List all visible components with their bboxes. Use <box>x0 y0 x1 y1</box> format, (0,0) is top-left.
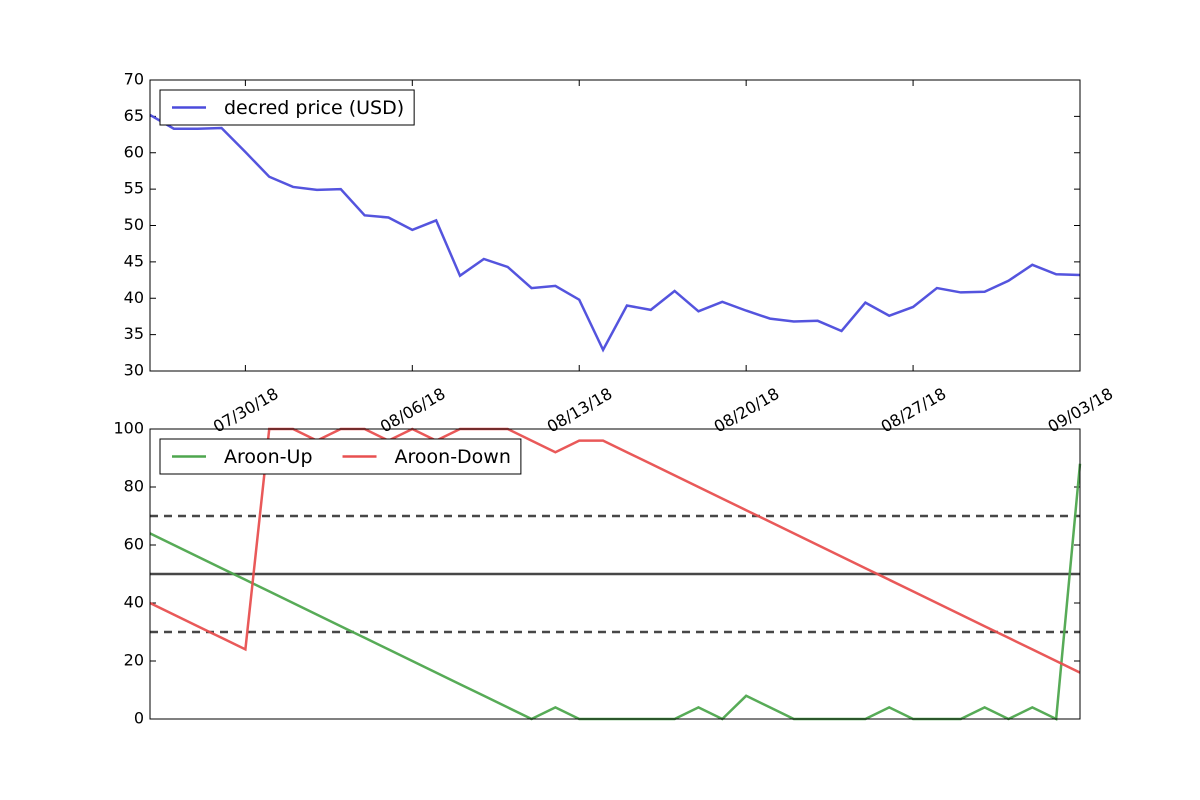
y-tick-label: 40 <box>124 593 144 612</box>
y-tick-label: 50 <box>124 215 144 234</box>
y-tick-label: 70 <box>124 70 144 89</box>
legend-label: decred price (USD) <box>224 97 404 119</box>
legend-label: Aroon-Down <box>395 446 511 468</box>
y-tick-label: 60 <box>124 142 144 161</box>
y-tick-label: 20 <box>124 651 144 670</box>
x-tick-label: 09/03/18 <box>1045 384 1117 436</box>
plot-frame <box>149 79 1081 372</box>
legend: Aroon-Up Aroon-Down <box>159 438 522 475</box>
legend-box <box>159 438 522 475</box>
y-tick-label: 35 <box>124 324 144 343</box>
y-tick-label: 40 <box>124 288 144 307</box>
series-line <box>149 463 1082 721</box>
plot-frame <box>149 428 1081 720</box>
x-tick-label: 08/20/18 <box>711 384 783 436</box>
legend-label: Aroon-Up <box>224 446 313 468</box>
x-tick-label: 08/13/18 <box>544 384 616 436</box>
y-tick-label: 80 <box>124 477 144 496</box>
y-tick-label: 55 <box>124 179 144 198</box>
series-line <box>149 113 1081 353</box>
y-tick-label: 65 <box>124 106 144 125</box>
x-tick-label: 08/27/18 <box>878 384 950 436</box>
y-tick-label: 60 <box>124 535 144 554</box>
y-tick-label: 0 <box>134 709 144 728</box>
y-tick-label: 30 <box>124 361 144 380</box>
legend: decred price (USD) <box>159 89 415 126</box>
series-line <box>149 427 1081 674</box>
y-tick-label: 100 <box>113 419 144 438</box>
y-tick-label: 45 <box>124 251 144 270</box>
